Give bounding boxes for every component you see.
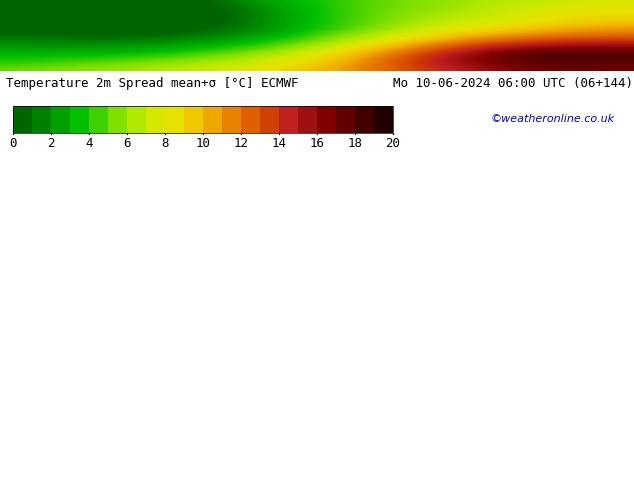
Bar (51, 106, 70, 133)
Bar (241, 106, 260, 133)
Bar (298, 106, 317, 133)
Text: 2: 2 (47, 137, 55, 150)
Bar (13, 106, 32, 133)
Text: ©weatheronline.co.uk: ©weatheronline.co.uk (491, 114, 615, 124)
Text: 4: 4 (85, 137, 93, 150)
Text: 0: 0 (9, 137, 16, 150)
Text: Temperature 2m Spread mean+σ [°C] ECMWF: Temperature 2m Spread mean+σ [°C] ECMWF (6, 76, 299, 90)
Bar (374, 106, 393, 133)
Text: 14: 14 (271, 137, 287, 150)
Bar (89, 106, 108, 133)
Bar (222, 106, 241, 133)
Bar (260, 106, 279, 133)
Bar (32, 106, 51, 133)
Bar (127, 106, 146, 133)
Text: 20: 20 (385, 137, 401, 150)
Text: 8: 8 (161, 137, 169, 150)
Text: Mo 10-06-2024 06:00 UTC (06+144): Mo 10-06-2024 06:00 UTC (06+144) (393, 76, 633, 90)
Text: 18: 18 (347, 137, 363, 150)
Bar (355, 106, 374, 133)
Bar (184, 106, 203, 133)
Bar (317, 106, 336, 133)
Text: 12: 12 (233, 137, 249, 150)
Bar (279, 106, 298, 133)
Bar (336, 106, 355, 133)
Bar (70, 106, 89, 133)
Bar (165, 106, 184, 133)
Text: 16: 16 (309, 137, 325, 150)
Bar (146, 106, 165, 133)
Text: 6: 6 (123, 137, 131, 150)
Bar (108, 106, 127, 133)
Bar (203, 106, 222, 133)
Text: 10: 10 (195, 137, 210, 150)
